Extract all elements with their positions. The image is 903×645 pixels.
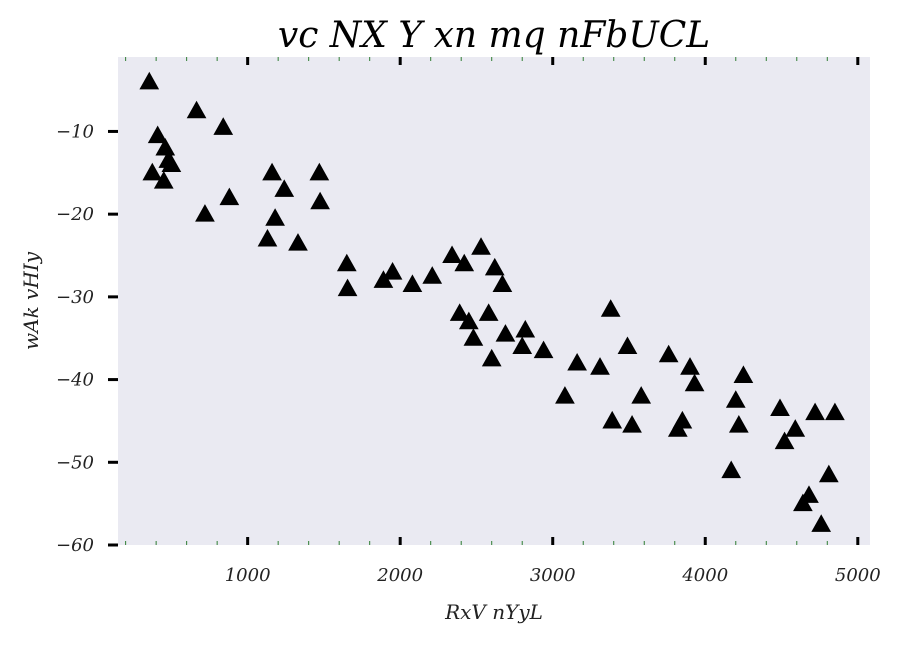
data-point [725, 390, 746, 408]
data-point [555, 386, 575, 404]
data-point [422, 266, 443, 284]
data-point [257, 228, 278, 247]
x-tick-label: 5000 [835, 565, 881, 586]
data-point [454, 253, 475, 272]
data-point [310, 191, 330, 210]
y-tick-label: −50 [56, 452, 94, 473]
data-point [153, 171, 174, 189]
data-point [567, 353, 587, 371]
data-point [463, 328, 484, 346]
data-point [186, 100, 207, 119]
data-point [658, 344, 679, 363]
data-point [382, 262, 403, 280]
data-point [213, 117, 234, 135]
data-point [336, 253, 357, 272]
data-point [195, 204, 215, 222]
y-tick-label: −20 [56, 204, 94, 225]
plot-area: 1000 2000 3000 4000 5000 −60 −50 −40 −30 −20 −10 [56, 57, 881, 586]
data-point [161, 154, 182, 173]
data-point [481, 348, 502, 367]
data-point [274, 179, 295, 197]
data-point [337, 278, 358, 297]
data-point [402, 274, 423, 292]
data-point [492, 274, 513, 292]
x-axis-label: RxV nYyL [444, 600, 543, 624]
plot-background [118, 57, 870, 545]
x-tick-label: 2000 [376, 565, 423, 586]
y-tick-label: −10 [56, 121, 94, 142]
data-point [680, 357, 700, 375]
data-point [733, 365, 754, 383]
y-tick-label: −30 [56, 287, 94, 308]
data-point [262, 162, 282, 181]
y-tick-label: −40 [56, 370, 94, 391]
data-point [515, 319, 536, 338]
data-point [219, 187, 240, 206]
data-point [139, 71, 160, 90]
data-point [805, 402, 825, 421]
data-point [449, 303, 470, 321]
data-point [142, 162, 163, 181]
data-point [309, 162, 330, 181]
data-point [288, 233, 308, 251]
data-point [672, 410, 693, 429]
data-point [600, 299, 621, 317]
data-point [458, 311, 479, 330]
data-point [811, 514, 832, 532]
y-axis-label: wAk vHIy [19, 251, 43, 350]
data-point [774, 431, 795, 450]
chart-title: vc NX Y xn mq nFbUCL [278, 15, 710, 56]
data-point [617, 336, 638, 355]
data-point [590, 357, 610, 375]
data-point [721, 460, 742, 479]
data-point [155, 137, 176, 156]
y-tick-label: −60 [56, 535, 94, 556]
data-point [825, 402, 845, 421]
data-point [631, 386, 652, 404]
x-tick-label: 1000 [225, 565, 271, 586]
data-point [147, 125, 168, 144]
data-point [471, 237, 491, 255]
data-point [818, 464, 839, 483]
data-point [602, 410, 623, 429]
data-point [442, 245, 462, 264]
data-point [484, 257, 505, 276]
data-point [799, 485, 819, 503]
data-point [512, 336, 533, 355]
data-point [533, 340, 554, 359]
data-point [622, 415, 642, 433]
data-point [770, 398, 790, 417]
data-point [684, 373, 705, 392]
data-point [478, 303, 499, 321]
data-point [728, 415, 749, 433]
data-point [495, 324, 516, 342]
data-point [785, 419, 806, 437]
x-tick-label: 4000 [681, 565, 728, 586]
data-point [265, 208, 285, 226]
x-tick-label: 3000 [530, 565, 576, 586]
